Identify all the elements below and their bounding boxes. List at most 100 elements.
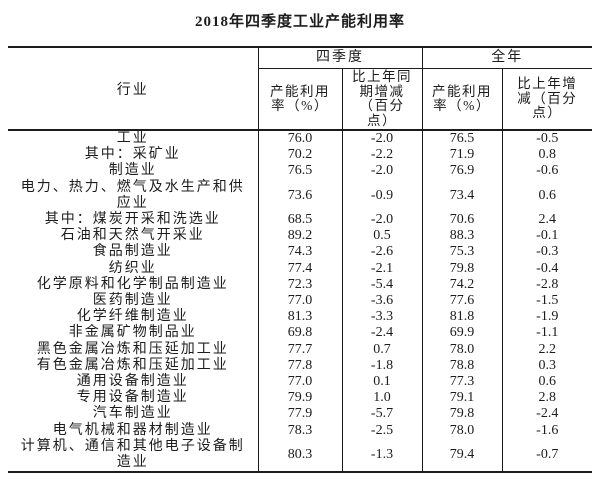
year-utilization-rate-cell: 78.8 — [422, 357, 503, 375]
table-row: 医药制造业 77.0 -3.6 77.6 -1.5 — [8, 293, 592, 310]
q4-yoy-change-cell: 0.1 — [342, 374, 423, 391]
year-utilization-rate-cell: 71.9 — [422, 147, 503, 164]
year-utilization-rate-cell: 79.8 — [422, 406, 503, 423]
q4-utilization-rate-cell: 77.8 — [258, 357, 343, 375]
table-row: 汽车制造业 77.9 -5.7 79.8 -2.4 — [8, 406, 592, 423]
q4-utilization-rate-cell: 76.5 — [258, 163, 343, 180]
q4-yoy-change-cell: -2.0 — [342, 130, 423, 148]
table-row: 专用设备制造业 79.9 1.0 79.1 2.8 — [8, 390, 592, 407]
q4-utilization-rate-cell: 78.3 — [258, 422, 343, 439]
industry-name-cell: 化学纤维制造业 — [8, 309, 259, 326]
q4-yoy-change-cell: -2.0 — [342, 163, 423, 180]
year-yoy-change-cell: 0.6 — [538, 374, 557, 390]
industry-name-cell: 通用设备制造业 — [8, 374, 259, 391]
q4-utilization-rate-cell: 89.2 — [258, 228, 343, 245]
year-yoy-change-cell: -0.6 — [536, 163, 559, 179]
industry-name-cell: 纺织业 — [8, 260, 259, 277]
year-utilization-rate-cell: 70.6 — [422, 212, 503, 229]
industry-name-cell: 制造业 — [8, 163, 259, 180]
q4-yoy-change-cell: -2.4 — [342, 325, 423, 342]
year-utilization-rate-cell: 75.3 — [422, 244, 503, 261]
q4-utilization-rate-cell: 77.0 — [258, 374, 343, 391]
year-utilization-rate-cell: 74.2 — [422, 276, 503, 294]
q4-yoy-change-cell: -2.0 — [342, 212, 423, 229]
q4-yoy-change-cell: -3.3 — [342, 309, 423, 326]
q4-yoy-change-cell: -0.9 — [342, 179, 423, 213]
table-body: 工业 76.0 -2.0 76.5 -0.5 其中：采矿业 70.2 -2.2 … — [8, 130, 592, 473]
year-yoy-change-cell: -1.9 — [536, 309, 559, 325]
q4-utilization-rate-cell: 76.0 — [258, 130, 343, 148]
table-row: 石油和天然气开采业 89.2 0.5 88.3 -0.1 — [8, 228, 592, 245]
column-header-industry: 行业 — [8, 47, 259, 131]
industry-name-cell: 食品制造业 — [8, 244, 259, 261]
q4-yoy-change-cell: -1.3 — [342, 438, 423, 473]
year-utilization-rate-cell: 79.4 — [422, 438, 503, 473]
industry-name-cell: 黑色金属冶炼和压延加工业 — [8, 341, 259, 358]
table-row: 通用设备制造业 77.0 0.1 77.3 0.6 — [8, 374, 592, 391]
q4-utilization-rate-cell: 77.0 — [258, 293, 343, 310]
industry-name-cell: 其中：采矿业 — [8, 147, 259, 164]
year-utilization-rate-cell: 69.9 — [422, 325, 503, 342]
q4-yoy-change-cell: -2.2 — [342, 147, 423, 164]
table-row: 化学纤维制造业 81.3 -3.3 81.8 -1.9 — [8, 309, 592, 326]
q4-yoy-change-cell: 0.7 — [342, 341, 423, 358]
year-yoy-change-cell: -0.5 — [536, 131, 559, 146]
year-yoy-change-cell: 2.2 — [538, 341, 557, 357]
q4-utilization-rate-cell: 74.3 — [258, 244, 343, 261]
q4-yoy-change-cell: -5.4 — [342, 276, 423, 294]
q4-utilization-rate-cell: 77.9 — [258, 406, 343, 423]
sub-header-row: 产能利用 率（%） 比上年同 期增减 （百分 点） 产能利用 率（%） 比上年增… — [8, 68, 592, 131]
industry-name-cell: 非金属矿物制品业 — [8, 325, 259, 342]
q4-utilization-rate-cell: 68.5 — [258, 212, 343, 229]
table-row: 工业 76.0 -2.0 76.5 -0.5 — [8, 130, 592, 148]
table-row: 非金属矿物制品业 69.8 -2.4 69.9 -1.1 — [8, 325, 592, 342]
year-yoy-change-cell: -0.3 — [536, 244, 559, 260]
q4-utilization-rate-cell: 73.6 — [258, 179, 343, 213]
table-row: 其中：采矿业 70.2 -2.2 71.9 0.8 — [8, 147, 592, 164]
q4-yoy-change-cell: 0.5 — [342, 228, 423, 245]
year-yoy-change-cell: -0.1 — [536, 228, 559, 244]
year-utilization-rate-cell: 77.3 — [422, 374, 503, 391]
industry-name-cell: 有色金属冶炼和压延加工业 — [8, 357, 259, 375]
table-row: 纺织业 77.4 -2.1 79.8 -0.4 — [8, 260, 592, 277]
q4-yoy-change-cell: -2.5 — [342, 422, 423, 439]
table-row: 电气机械和器材制造业 78.3 -2.5 78.0 -1.6 — [8, 422, 592, 439]
year-utilization-rate-cell: 76.5 — [422, 130, 503, 148]
q4-utilization-rate-cell: 69.8 — [258, 325, 343, 342]
q4-utilization-rate-cell: 72.3 — [258, 276, 343, 294]
q4-utilization-rate-cell: 80.3 — [258, 438, 343, 473]
column-header-q4-utilization-rate: 产能利用 率（%） — [258, 68, 343, 131]
q4-utilization-rate-cell: 79.9 — [258, 390, 343, 407]
page-title: 2018年四季度工业产能利用率 — [194, 14, 405, 30]
year-yoy-change-cell: -1.6 — [536, 422, 559, 438]
table-row: 电力、热力、燃气及水生产和供 应业 73.6 -0.9 73.4 0.6 — [8, 179, 592, 213]
year-yoy-change-cell: 0.6 — [538, 187, 557, 203]
table-row: 计算机、通信和其他电子设备制 造业 80.3 -1.3 79.4 -0.7 — [8, 438, 592, 473]
year-utilization-rate-cell: 77.6 — [422, 293, 503, 310]
industry-name-cell: 专用设备制造业 — [8, 390, 259, 407]
year-yoy-change-cell: -2.4 — [536, 406, 559, 422]
column-header-year-yoy-change: 比上年增 减（百分 点） — [502, 68, 592, 131]
year-utilization-rate-cell: 81.8 — [422, 309, 503, 326]
year-utilization-rate-cell: 79.8 — [422, 260, 503, 277]
year-yoy-change-cell: 2.8 — [538, 390, 557, 406]
industry-name-cell: 工业 — [8, 130, 259, 148]
table-row: 黑色金属冶炼和压延加工业 77.7 0.7 78.0 2.2 — [8, 341, 592, 358]
q4-yoy-change-cell: -5.7 — [342, 406, 423, 423]
page: 2018年四季度工业产能利用率 行业 四季度 全年 产能利用 率（%） 比上年同… — [0, 12, 600, 474]
industry-name-cell: 电力、热力、燃气及水生产和供 应业 — [8, 179, 259, 213]
q4-yoy-change-cell: -2.6 — [342, 244, 423, 261]
year-yoy-change-cell: -1.5 — [536, 293, 559, 309]
year-utilization-rate-cell: 78.0 — [422, 341, 503, 358]
industry-name-cell: 医药制造业 — [8, 293, 259, 310]
q4-utilization-rate-cell: 77.4 — [258, 260, 343, 277]
table-row: 食品制造业 74.3 -2.6 75.3 -0.3 — [8, 244, 592, 261]
year-yoy-change-cell: 0.3 — [538, 357, 557, 373]
year-utilization-rate-cell: 78.0 — [422, 422, 503, 439]
group-header-row: 行业 四季度 全年 — [8, 47, 592, 131]
q4-utilization-rate-cell: 77.7 — [258, 341, 343, 358]
year-utilization-rate-cell: 88.3 — [422, 228, 503, 245]
industry-name-cell: 石油和天然气开采业 — [8, 228, 259, 245]
industry-name-cell: 汽车制造业 — [8, 406, 259, 423]
column-group-full-year: 全年 — [422, 47, 592, 69]
